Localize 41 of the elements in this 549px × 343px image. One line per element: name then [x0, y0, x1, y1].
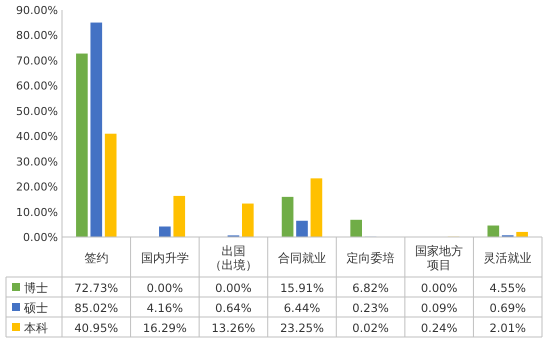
- data-label: 2.01%: [489, 321, 526, 335]
- data-label: 0.23%: [352, 301, 389, 315]
- x-tick-label: 国家地方项目: [415, 244, 464, 272]
- data-label: 0.69%: [489, 301, 526, 315]
- data-label: 0.64%: [215, 301, 252, 315]
- data-label: 4.55%: [489, 281, 526, 295]
- y-tick-label: 0.00%: [23, 231, 58, 244]
- legend-label: 博士: [24, 281, 48, 295]
- data-label: 4.16%: [146, 301, 184, 315]
- data-label: 0.02%: [352, 321, 389, 335]
- legend-label: 本科: [24, 321, 48, 335]
- data-label: 0.00%: [420, 281, 458, 295]
- data-label: 6.44%: [284, 301, 320, 315]
- y-tick-label: 90.00%: [16, 4, 58, 17]
- data-label: 6.82%: [352, 281, 389, 295]
- y-tick-label: 20.00%: [16, 180, 58, 194]
- x-tick-label: 合同就业: [278, 251, 326, 265]
- data-label: 0.09%: [420, 301, 458, 315]
- data-label: 15.91%: [280, 281, 324, 295]
- x-tick-label: 国内升学: [140, 251, 189, 265]
- y-tick-label: 60.00%: [16, 80, 58, 93]
- y-tick-label: 50.00%: [16, 104, 58, 118]
- data-label: 72.73%: [74, 281, 118, 295]
- data-label: 0.24%: [420, 321, 458, 335]
- y-tick-label: 30.00%: [16, 155, 58, 168]
- x-tick-label: 出国（出境）: [209, 244, 258, 272]
- data-label: 85.02%: [74, 301, 118, 315]
- legend-label: 硕士: [23, 301, 48, 315]
- data-label: 23.25%: [280, 321, 324, 335]
- y-tick-label: 80.00%: [16, 29, 58, 42]
- y-tick-label: 70.00%: [16, 54, 58, 68]
- data-label: 40.95%: [74, 321, 118, 335]
- y-tick-label: 40.00%: [16, 130, 58, 144]
- data-label: 16.29%: [142, 321, 187, 335]
- x-tick-label: 灵活就业: [484, 251, 532, 265]
- data-label: 0.00%: [215, 281, 252, 295]
- x-tick-label: 签约: [84, 251, 108, 265]
- y-tick-label: 10.00%: [16, 206, 58, 219]
- data-label: 13.26%: [212, 321, 256, 335]
- x-tick-label: 定向委培: [346, 251, 395, 265]
- data-label: 0.00%: [146, 281, 184, 295]
